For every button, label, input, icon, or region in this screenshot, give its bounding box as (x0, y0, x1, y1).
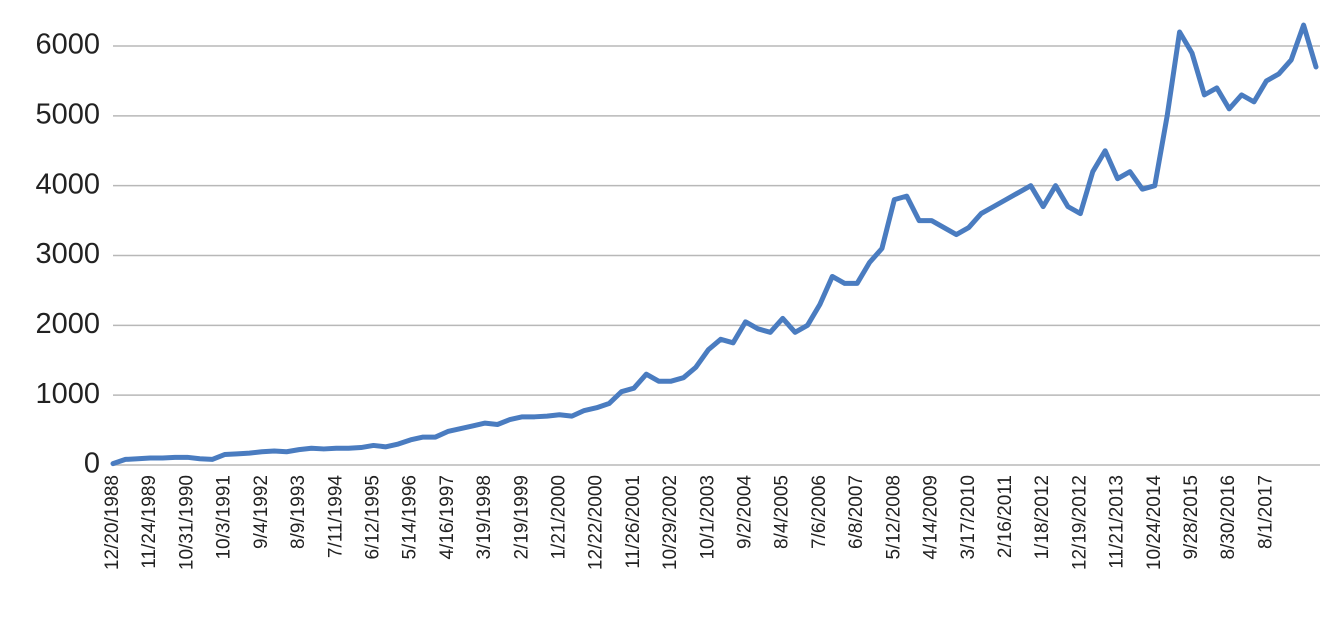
x-tick-label: 7/6/2006 (809, 475, 830, 549)
y-tick-label: 3000 (35, 238, 100, 270)
x-tick-label: 9/28/2015 (1181, 475, 1202, 560)
y-tick-label: 2000 (35, 308, 100, 340)
x-tick-label: 5/14/1996 (400, 475, 421, 560)
x-tick-label: 7/11/1994 (325, 475, 346, 559)
data-line (110, 22, 1319, 467)
x-tick-label: 10/24/2014 (1144, 475, 1165, 571)
x-tick-label: 3/17/2010 (958, 475, 979, 560)
x-tick-label: 9/4/1992 (251, 475, 272, 549)
x-tick-label: 4/16/1997 (437, 475, 458, 560)
x-tick-label: 10/1/2003 (697, 475, 718, 560)
x-tick-label: 12/19/2012 (1069, 475, 1090, 570)
x-tick-label: 11/26/2001 (623, 475, 644, 569)
y-tick-label: 1000 (35, 378, 100, 410)
x-tick-label: 3/19/1998 (474, 475, 495, 560)
x-tick-label: 12/22/2000 (586, 475, 607, 570)
y-tick-label: 0 (84, 448, 100, 480)
x-tick-label: 8/30/2016 (1218, 475, 1239, 560)
x-tick-label: 8/4/2005 (772, 475, 793, 549)
x-tick-label: 1/21/2000 (548, 475, 569, 560)
x-tick-label: 2/16/2011 (995, 475, 1016, 558)
x-tick-label: 6/12/1995 (362, 475, 383, 560)
x-tick-label: 11/21/2013 (1107, 475, 1128, 569)
x-tick-label: 9/2/2004 (735, 475, 756, 549)
x-tick-label: 11/24/1989 (139, 475, 160, 569)
x-tick-label: 8/9/1993 (288, 475, 309, 549)
x-tick-label: 4/14/2009 (921, 475, 942, 560)
y-tick-label: 6000 (35, 29, 100, 61)
x-tick-label: 12/20/1988 (102, 475, 123, 570)
y-tick-label: 4000 (35, 168, 100, 200)
x-tick-label: 1/18/2012 (1032, 475, 1053, 560)
y-tick-label: 5000 (35, 98, 100, 130)
x-tick-label: 6/8/2007 (846, 475, 867, 549)
x-tick-label: 2/19/1999 (511, 475, 532, 560)
x-tick-label: 5/12/2008 (883, 475, 904, 560)
x-tick-label: 8/1/2017 (1255, 475, 1276, 549)
x-tick-label: 10/29/2002 (660, 475, 681, 570)
x-tick-label: 10/31/1990 (176, 475, 197, 570)
x-tick-label: 10/3/1991 (214, 475, 235, 560)
